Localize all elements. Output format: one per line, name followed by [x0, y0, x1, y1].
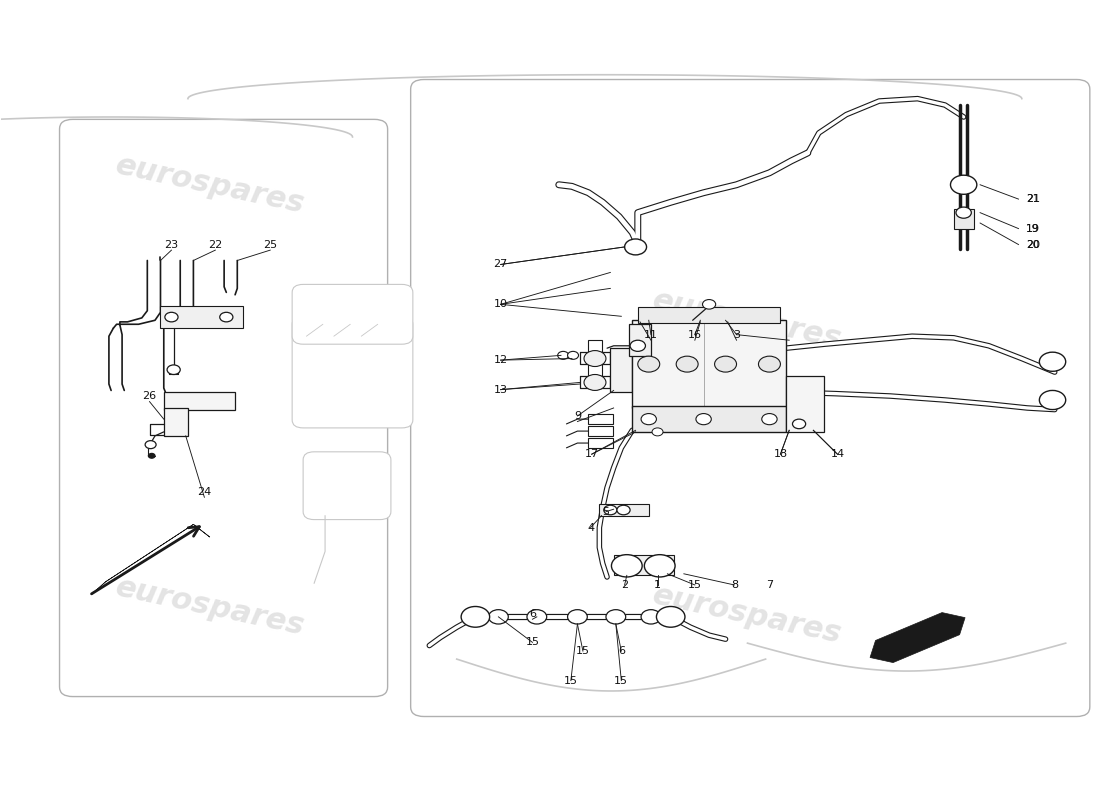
Bar — [164, 392, 235, 410]
Circle shape — [657, 606, 685, 627]
Text: 6: 6 — [618, 646, 625, 656]
Text: eurospares: eurospares — [650, 581, 845, 650]
Bar — [610, 348, 632, 392]
Circle shape — [1040, 390, 1066, 410]
Circle shape — [625, 239, 647, 255]
Text: 7: 7 — [766, 580, 773, 590]
Text: 6: 6 — [529, 609, 536, 618]
Text: eurospares: eurospares — [112, 573, 307, 642]
Text: 18: 18 — [773, 450, 788, 459]
Text: 11: 11 — [644, 330, 658, 340]
Text: 20: 20 — [1026, 239, 1039, 250]
Circle shape — [606, 610, 626, 624]
Circle shape — [584, 350, 606, 366]
Circle shape — [558, 351, 569, 359]
Text: 3: 3 — [733, 330, 740, 340]
Bar — [614, 555, 674, 575]
Circle shape — [956, 207, 971, 218]
FancyBboxPatch shape — [410, 79, 1090, 717]
Circle shape — [641, 610, 661, 624]
Circle shape — [676, 356, 698, 372]
Bar — [600, 504, 649, 515]
Circle shape — [488, 610, 508, 624]
Text: 15: 15 — [564, 676, 578, 686]
Polygon shape — [870, 613, 965, 662]
Text: 15: 15 — [614, 676, 628, 686]
Circle shape — [641, 414, 657, 425]
Bar — [632, 406, 785, 432]
Circle shape — [148, 454, 155, 458]
Text: 20: 20 — [1025, 239, 1040, 250]
Text: 21: 21 — [1025, 194, 1040, 204]
Text: 4: 4 — [587, 522, 594, 533]
Bar — [164, 408, 188, 436]
Text: 15: 15 — [526, 638, 539, 647]
Polygon shape — [91, 524, 210, 594]
Bar — [588, 426, 613, 436]
Circle shape — [950, 175, 977, 194]
Circle shape — [652, 428, 663, 436]
Text: 26: 26 — [143, 391, 156, 401]
FancyBboxPatch shape — [59, 119, 387, 697]
Text: 10: 10 — [494, 299, 507, 310]
Text: 27: 27 — [494, 259, 508, 270]
Circle shape — [612, 554, 642, 577]
Circle shape — [165, 312, 178, 322]
Circle shape — [568, 610, 587, 624]
Text: 15: 15 — [576, 646, 590, 656]
Bar — [954, 209, 974, 229]
Circle shape — [638, 356, 660, 372]
Text: 5: 5 — [603, 506, 609, 517]
Circle shape — [645, 554, 675, 577]
Bar — [629, 324, 651, 356]
Circle shape — [1040, 352, 1066, 371]
FancyBboxPatch shape — [304, 452, 390, 519]
Bar — [785, 376, 824, 432]
Circle shape — [703, 299, 716, 309]
Text: 19: 19 — [1025, 223, 1040, 234]
Bar — [632, 320, 785, 408]
Text: 17: 17 — [584, 450, 598, 459]
FancyBboxPatch shape — [293, 316, 412, 428]
Text: 19: 19 — [1026, 223, 1039, 234]
Circle shape — [220, 312, 233, 322]
Circle shape — [696, 414, 712, 425]
Bar — [161, 306, 243, 328]
Bar — [588, 414, 613, 424]
Bar — [588, 364, 602, 376]
Text: 1: 1 — [654, 580, 661, 590]
Text: 16: 16 — [688, 330, 702, 340]
Circle shape — [461, 606, 490, 627]
Text: 23: 23 — [164, 239, 178, 250]
Circle shape — [715, 356, 737, 372]
Text: 14: 14 — [830, 450, 845, 459]
Circle shape — [584, 374, 606, 390]
Text: 24: 24 — [197, 486, 211, 497]
Text: 21: 21 — [1026, 194, 1039, 204]
Text: 15: 15 — [688, 580, 702, 590]
Text: 2: 2 — [621, 580, 628, 590]
Circle shape — [604, 506, 617, 515]
Text: 12: 12 — [494, 355, 508, 365]
Text: 9: 9 — [574, 411, 581, 421]
Bar — [638, 306, 780, 322]
Text: 8: 8 — [730, 580, 738, 590]
Text: eurospares: eurospares — [650, 286, 845, 354]
Bar — [588, 438, 613, 448]
Circle shape — [630, 340, 646, 351]
Circle shape — [527, 610, 547, 624]
Bar — [588, 340, 602, 352]
Circle shape — [167, 365, 180, 374]
Text: 25: 25 — [263, 239, 277, 250]
Circle shape — [617, 506, 630, 515]
Circle shape — [568, 351, 579, 359]
Circle shape — [792, 419, 805, 429]
Circle shape — [759, 356, 780, 372]
Circle shape — [145, 441, 156, 449]
Text: 13: 13 — [494, 385, 507, 394]
Circle shape — [762, 414, 777, 425]
Text: eurospares: eurospares — [112, 150, 307, 219]
FancyBboxPatch shape — [293, 285, 412, 344]
Text: 22: 22 — [208, 239, 222, 250]
